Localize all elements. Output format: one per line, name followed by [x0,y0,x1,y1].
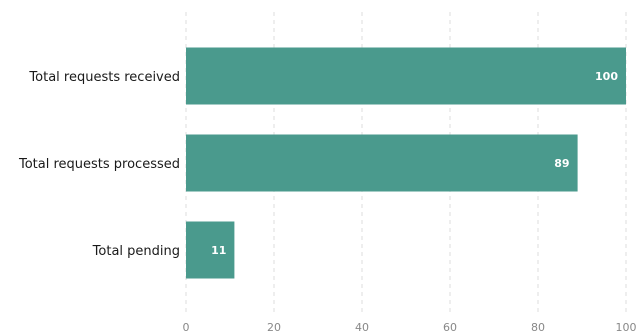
x-tick-label-60: 60 [443,321,457,332]
bar-2 [186,134,578,192]
x-tick-label-80: 80 [531,321,545,332]
x-tick-label-40: 40 [355,321,369,332]
category-labels: Total requests received Total requests pr… [18,70,180,259]
category-label-2: Total requests processed [18,157,180,172]
x-tick-label-100: 100 [616,321,637,332]
x-tick-label-0: 0 [183,321,190,332]
data-label-3: 11 [211,244,226,257]
data-label-1: 100 [595,70,618,83]
category-label-3: Total pending [92,244,180,259]
x-tick-label-20: 20 [267,321,281,332]
category-label-1: Total requests received [28,70,180,85]
bar-3 [186,221,235,279]
data-label-2: 89 [554,157,569,170]
bars: 100 89 11 [186,47,626,279]
bar-1 [186,47,626,105]
x-axis-ticks: 0 20 40 60 80 100 [183,321,637,332]
